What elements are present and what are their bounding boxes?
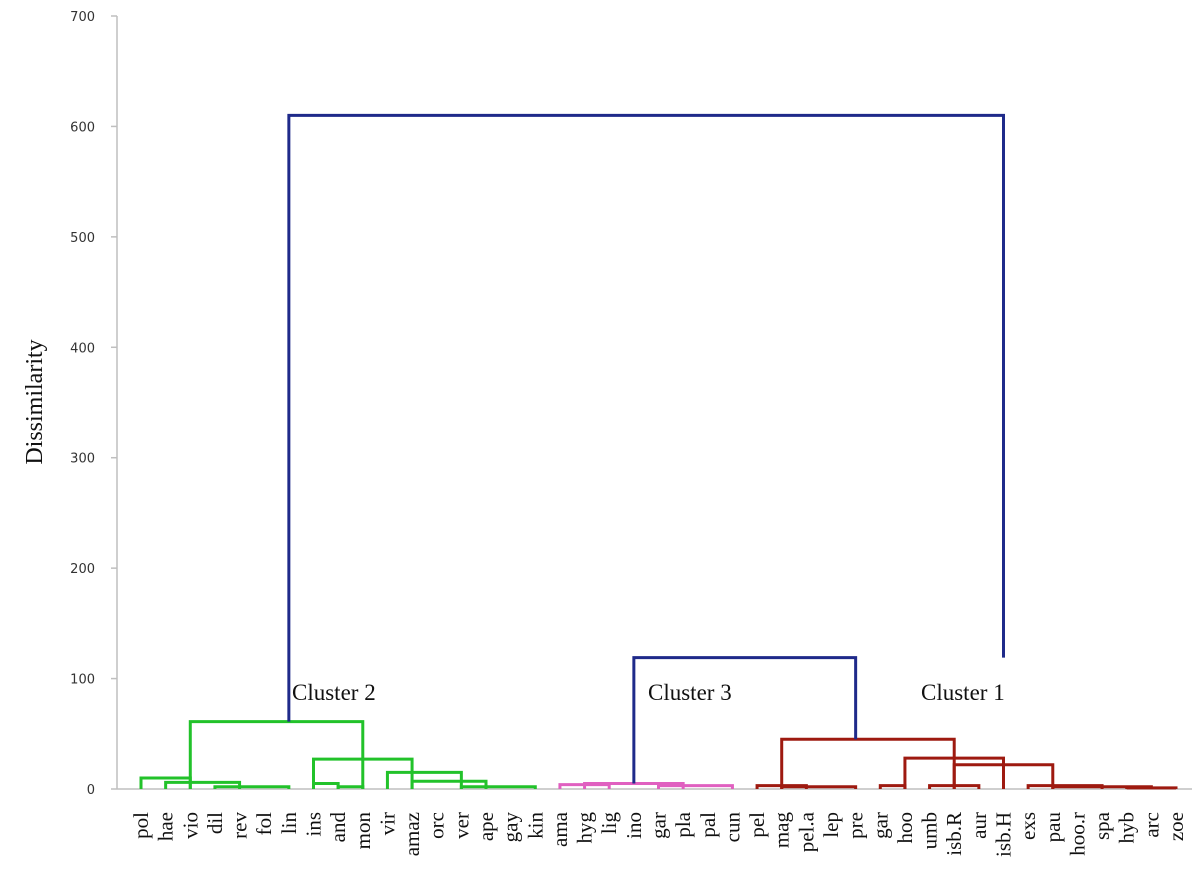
leaf-label: gar: [868, 812, 892, 839]
leaf-label: ver: [449, 812, 473, 839]
leaf-label: kin: [523, 812, 547, 839]
leaf-label: mag: [770, 812, 794, 849]
leaf-label: pau: [1041, 812, 1065, 843]
leaf-label: rev: [228, 812, 252, 839]
dendrogram-links: [139, 113, 1178, 790]
leaf-label: hoo.r: [1065, 812, 1089, 856]
dendrogram-link-cluster-2: [188, 720, 365, 789]
y-axis: 0 100 200 300 400 500 600 700: [70, 10, 1192, 798]
dendrogram-link-cluster-2: [410, 779, 488, 789]
dendrogram-link-cluster-2: [213, 785, 291, 789]
leaf-label: lig: [597, 812, 621, 835]
y-tick-label: 300: [70, 452, 95, 467]
leaf-label: cun: [720, 812, 744, 843]
leaf-label: pel.a: [794, 811, 818, 852]
cluster-labels: Cluster 2 Cluster 3 Cluster 1: [292, 680, 1005, 705]
leaf-label: zoe: [1164, 812, 1188, 841]
leaf-label: gay: [499, 812, 523, 843]
dendrogram-link-root: [287, 113, 1005, 722]
leaf-label: orc: [425, 812, 449, 839]
leaf-label: hyb: [1115, 812, 1139, 844]
leaf-label: isb.H: [992, 812, 1016, 857]
dendrogram-link-cluster-1: [1125, 786, 1178, 790]
y-tick-label: 400: [70, 341, 95, 356]
dendrogram-link-root: [632, 656, 858, 784]
leaf-label: exs: [1016, 812, 1040, 840]
leaf-label: ino: [622, 812, 646, 839]
dendrogram-link-cluster-3: [657, 784, 734, 789]
leaf-label: pre: [844, 812, 868, 839]
leaf-label: dil: [203, 812, 227, 834]
leaf-label: amaz: [400, 812, 424, 856]
y-tick-label: 200: [70, 562, 95, 577]
leaf-label: lep: [819, 812, 843, 838]
leaf-label: vir: [375, 812, 399, 835]
leaf-label: aur: [967, 812, 991, 839]
leaf-label: hae: [154, 812, 178, 841]
leaf-label: pel: [745, 812, 769, 838]
leaf-label: lin: [277, 812, 301, 835]
y-tick-label: 600: [70, 120, 95, 135]
leaf-label: vio: [178, 812, 202, 839]
cluster-label: Cluster 2: [292, 680, 376, 705]
leaf-labels: pol hae vio dil rev fol lin ins and mon vir amaz orc…: [129, 811, 1188, 857]
y-tick-label: 100: [70, 673, 95, 688]
y-tick-label: 700: [70, 10, 95, 25]
leaf-label: and: [326, 812, 350, 843]
leaf-label: isb.R: [942, 812, 966, 856]
cluster-label: Cluster 1: [921, 680, 1005, 705]
leaf-label: mon: [351, 812, 375, 850]
leaf-label: umb: [918, 812, 942, 849]
y-axis-label: Dissimilarity: [22, 339, 48, 464]
leaf-label: pal: [696, 812, 720, 838]
leaf-label: gar: [647, 812, 671, 839]
leaf-label: fol: [252, 812, 276, 835]
leaf-label: arc: [1139, 812, 1163, 838]
cluster-label: Cluster 3: [648, 680, 732, 705]
leaf-label: ins: [302, 812, 326, 837]
dendrogram-link-cluster-1: [780, 737, 956, 789]
dendrogram-link-cluster-2: [312, 781, 340, 789]
leaf-label: pol: [129, 812, 153, 839]
leaf-label: ama: [548, 811, 572, 847]
leaf-label: ape: [474, 812, 498, 841]
y-tick-label: 500: [70, 231, 95, 246]
leaf-label: pla: [671, 811, 695, 837]
leaf-label: hyg: [573, 812, 597, 844]
leaf-label: spa: [1090, 811, 1114, 840]
y-tick-label: 0: [87, 783, 95, 798]
dendrogram-link-cluster-2: [459, 785, 537, 789]
leaf-label: hoo: [893, 812, 917, 844]
